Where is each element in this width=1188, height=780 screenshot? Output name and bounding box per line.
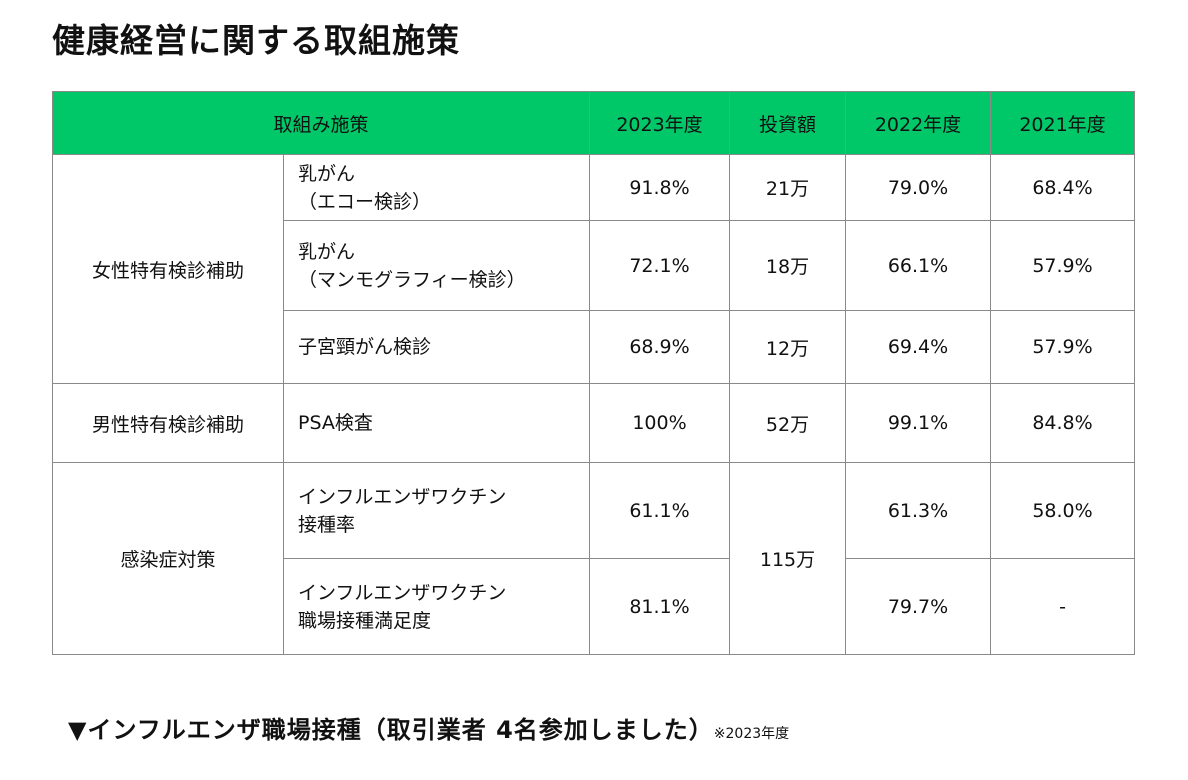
item-name: インフルエンザワクチン 接種率 (283, 462, 590, 559)
item-name: 子宮頸がん検診 (283, 310, 590, 384)
value-2022: 79.0% (845, 154, 991, 221)
value-2023: 68.9% (589, 310, 730, 384)
value-2021: 57.9% (990, 220, 1135, 311)
value-investment: 52万 (729, 383, 846, 463)
value-investment: 115万 (729, 462, 846, 655)
page-title: 健康経営に関する取組施策 (52, 21, 460, 60)
table-row: 女性特有検診補助 乳がん （エコー検診） 91.8% 21万 79.0% 68.… (52, 154, 1135, 384)
value-investment: 18万 (729, 220, 846, 311)
value-2021: - (990, 558, 1135, 655)
value-investment: 12万 (729, 310, 846, 384)
table-row: 子宮頸がん検診 68.9% 12万 69.4% 57.9% (53, 310, 1135, 384)
value-2023: 81.1% (589, 558, 730, 655)
value-2021: 57.9% (990, 310, 1135, 384)
table-row: 感染症対策 インフルエンザワクチン 接種率 61.1% 115万 61.3% 5… (52, 462, 1135, 655)
item-name: 乳がん （エコー検診） (283, 154, 590, 221)
value-2023: 91.8% (589, 154, 730, 221)
value-2022: 66.1% (845, 220, 991, 311)
value-investment: 21万 (729, 154, 846, 221)
header-2023: 2023年度 (589, 91, 730, 155)
group-infection: 感染症対策 (52, 462, 284, 655)
value-2021: 84.8% (990, 383, 1135, 463)
group-men: 男性特有検診補助 (52, 383, 284, 463)
value-2023: 72.1% (589, 220, 730, 311)
section-heading-text: ▼インフルエンザ職場接種（取引業者 4名参加しました） (68, 716, 714, 744)
item-name: PSA検査 (283, 383, 590, 463)
header-measure: 取組み施策 (52, 91, 590, 155)
value-2022: 99.1% (845, 383, 991, 463)
table-row: インフルエンザワクチン 職場接種満足度 81.1% 79.7% - (53, 558, 1135, 655)
header-2022: 2022年度 (845, 91, 991, 155)
item-name: 乳がん （マンモグラフィー検診） (283, 220, 590, 311)
value-2023: 61.1% (589, 462, 730, 559)
section-heading: ▼インフルエンザ職場接種（取引業者 4名参加しました）※2023年度 (68, 710, 789, 745)
fiscal-year-note: ※2023年度 (713, 726, 790, 742)
header-2021: 2021年度 (990, 91, 1135, 155)
value-2022: 79.7% (845, 558, 991, 655)
group-women: 女性特有検診補助 (52, 154, 284, 384)
value-2022: 61.3% (845, 462, 991, 559)
value-2022: 69.4% (845, 310, 991, 384)
item-name: インフルエンザワクチン 職場接種満足度 (283, 558, 590, 655)
health-measures-table: 取組み施策 2023年度 投資額 2022年度 2021年度 女性特有検診補助 … (52, 91, 1135, 655)
value-2023: 100% (589, 383, 730, 463)
value-2021: 58.0% (990, 462, 1135, 559)
header-investment: 投資額 (729, 91, 846, 155)
table-row: 男性特有検診補助 PSA検査 100% 52万 99.1% 84.8% (52, 383, 1135, 463)
value-2021: 68.4% (990, 154, 1135, 221)
table-row: 乳がん （マンモグラフィー検診） 72.1% 18万 66.1% 57.9% (53, 220, 1135, 311)
table-header-row: 取組み施策 2023年度 投資額 2022年度 2021年度 (52, 91, 1135, 155)
